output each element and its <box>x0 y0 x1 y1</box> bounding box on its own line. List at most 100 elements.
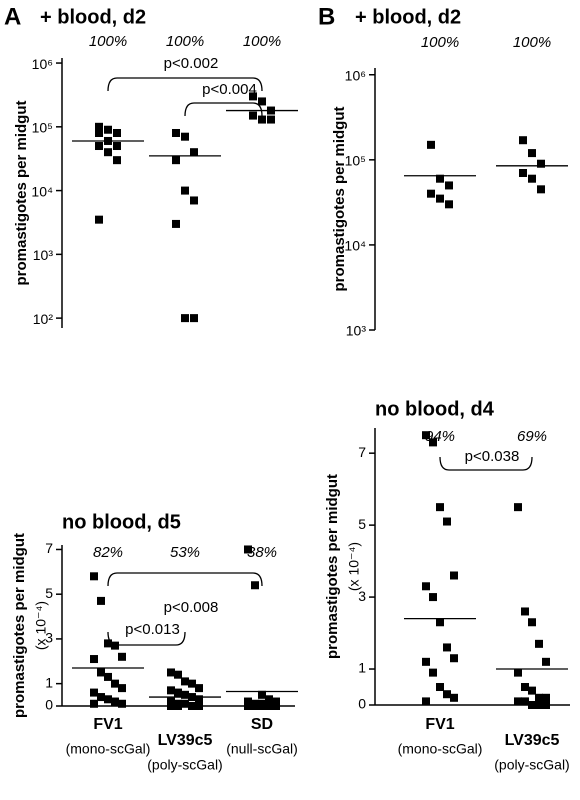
data-point <box>450 571 458 580</box>
data-point <box>535 639 543 648</box>
data-point <box>422 657 430 666</box>
data-point <box>272 702 280 710</box>
category-note: (mono-scGal) <box>66 741 151 757</box>
data-point <box>445 181 453 190</box>
data-point <box>90 655 98 664</box>
data-point <box>429 668 437 677</box>
percent-label: 100% <box>513 34 551 51</box>
y-tick-label: 10⁵ <box>345 153 366 169</box>
data-point <box>422 582 430 591</box>
data-point <box>181 132 189 141</box>
data-point <box>249 92 257 101</box>
y-tick-label: 5 <box>45 585 53 601</box>
data-point <box>519 169 527 178</box>
y-tick-label: 3 <box>358 588 366 604</box>
data-point <box>528 701 536 709</box>
data-point <box>90 699 98 708</box>
data-point <box>113 156 121 165</box>
category-note: (mono-scGal) <box>398 741 483 757</box>
y-tick-label: 10² <box>33 311 54 327</box>
data-point <box>95 128 103 137</box>
percent-label: 38% <box>247 544 277 561</box>
data-point <box>172 219 180 228</box>
data-point <box>521 683 529 692</box>
data-point <box>188 679 196 688</box>
data-point <box>97 668 105 677</box>
data-point <box>443 643 451 652</box>
category-label: LV39c5 <box>158 732 213 749</box>
percent-label: 100% <box>421 34 459 51</box>
category-label: LV39c5 <box>505 732 560 749</box>
y-axis-label: promastigotes per midgut <box>11 533 28 718</box>
data-point <box>113 142 121 151</box>
data-point <box>95 215 103 224</box>
y-tick-label: 7 <box>45 540 53 556</box>
panel-letter: B <box>318 3 335 30</box>
data-point <box>104 695 112 704</box>
data-point <box>258 690 266 699</box>
significance-bracket <box>107 572 263 587</box>
data-point <box>97 596 105 605</box>
y-tick-label: 0 <box>358 696 366 712</box>
data-point <box>528 618 536 627</box>
data-point <box>181 690 189 699</box>
data-point <box>104 639 112 648</box>
y-tick-label: 10⁴ <box>31 183 53 199</box>
y-tick-label: 10⁶ <box>345 67 366 83</box>
data-point <box>528 686 536 695</box>
data-point <box>436 683 444 692</box>
data-point <box>535 693 543 702</box>
data-point <box>188 702 196 710</box>
data-point <box>104 148 112 157</box>
panel-title: + blood, d2 <box>355 6 461 28</box>
data-point <box>104 672 112 681</box>
category-label: FV1 <box>425 716 454 733</box>
data-point <box>111 697 119 706</box>
data-point <box>542 657 550 666</box>
data-point <box>251 581 259 590</box>
p-value-label: p<0.004 <box>202 81 257 98</box>
data-point <box>174 702 182 710</box>
data-point <box>90 572 98 581</box>
data-point <box>443 690 451 699</box>
data-point <box>172 128 180 137</box>
category-note: (null-scGal) <box>226 741 298 757</box>
data-point <box>436 174 444 183</box>
p-value-label: p<0.013 <box>125 621 180 638</box>
p-value-label: p<0.002 <box>164 55 219 72</box>
data-point <box>535 701 543 709</box>
significance-bracket <box>184 102 263 117</box>
data-point <box>118 699 126 708</box>
data-point <box>95 122 103 131</box>
y-tick-label: 10³ <box>346 323 367 339</box>
data-point <box>244 697 252 706</box>
p-value-label: p<0.008 <box>164 599 219 616</box>
percent-label: 69% <box>517 428 547 445</box>
data-point <box>265 702 273 710</box>
data-point <box>436 618 444 627</box>
data-point <box>244 545 252 554</box>
data-point <box>95 142 103 151</box>
category-note: (poly-scGal) <box>494 757 569 773</box>
data-point <box>195 702 203 710</box>
y-tick-label: 7 <box>358 444 366 460</box>
data-point <box>190 196 198 205</box>
data-point <box>514 503 522 512</box>
data-point <box>181 314 189 323</box>
data-point <box>272 697 280 706</box>
significance-bracket <box>439 456 533 471</box>
data-point <box>258 97 266 106</box>
y-tick-label: 10⁵ <box>32 120 53 136</box>
data-point <box>111 641 119 650</box>
y-tick-label: 10³ <box>33 247 54 263</box>
y-axis-label: promastigotes per midgut <box>331 106 348 291</box>
percent-label: 53% <box>170 544 200 561</box>
panel-title: no blood, d5 <box>62 511 181 533</box>
category-note: (poly-scGal) <box>147 757 222 773</box>
data-point <box>118 684 126 693</box>
y-axis-unit: (x 10⁻⁴) <box>33 601 49 650</box>
data-point <box>528 174 536 183</box>
data-point <box>195 684 203 693</box>
data-point <box>249 111 257 120</box>
